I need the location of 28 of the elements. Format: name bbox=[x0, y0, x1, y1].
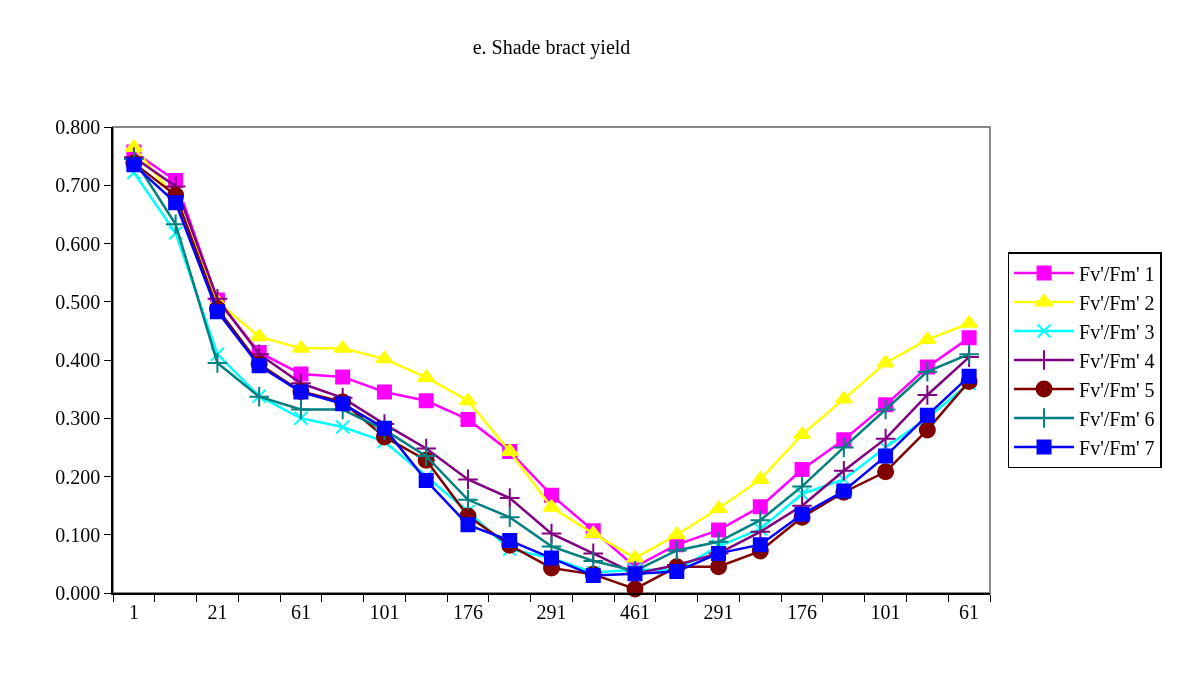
x-tick-label: 1 bbox=[128, 600, 139, 623]
y-tick-label: 0.600 bbox=[55, 232, 101, 255]
x-tick-label: 176 bbox=[787, 600, 818, 623]
x-tick-label: 101 bbox=[369, 600, 400, 623]
legend-label: Fv'/Fm' 1 bbox=[1079, 262, 1155, 285]
legend-label: Fv'/Fm' 4 bbox=[1079, 349, 1155, 372]
y-tick-label: 0.000 bbox=[55, 582, 101, 604]
legend-label: Fv'/Fm' 7 bbox=[1079, 436, 1155, 459]
y-tick-label: 0.400 bbox=[55, 349, 101, 371]
x-tick-label: 101 bbox=[870, 600, 901, 623]
x-tick-label: 291 bbox=[703, 600, 734, 623]
x-tick-label: 176 bbox=[452, 600, 483, 623]
x-tick-label: 21 bbox=[207, 600, 228, 623]
y-tick-label: 0.500 bbox=[55, 290, 101, 313]
legend-label: Fv'/Fm' 2 bbox=[1079, 291, 1155, 314]
y-tick-label: 0.100 bbox=[55, 523, 101, 546]
legend-label: Fv'/Fm' 6 bbox=[1079, 407, 1155, 430]
x-tick-label: 461 bbox=[620, 600, 651, 623]
legend-label: Fv'/Fm' 3 bbox=[1079, 320, 1155, 343]
legend-label: Fv'/Fm' 5 bbox=[1079, 378, 1155, 401]
x-tick-label: 61 bbox=[290, 600, 311, 623]
x-tick-label: 61 bbox=[959, 600, 980, 623]
y-tick-label: 0.300 bbox=[55, 407, 101, 430]
x-tick-label: 291 bbox=[536, 600, 567, 623]
y-tick-label: 0.800 bbox=[55, 116, 101, 138]
chart-title: e. Shade bract yield bbox=[472, 36, 631, 59]
y-tick-label: 0.700 bbox=[55, 174, 101, 197]
y-tick-label: 0.200 bbox=[55, 465, 101, 488]
